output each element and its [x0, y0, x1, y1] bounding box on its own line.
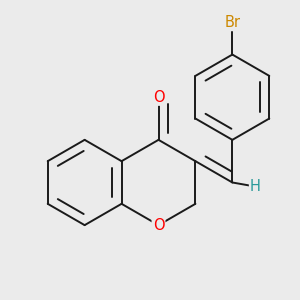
Text: Br: Br	[224, 15, 240, 30]
Text: H: H	[250, 179, 261, 194]
Text: O: O	[153, 90, 164, 105]
Text: O: O	[153, 218, 164, 232]
